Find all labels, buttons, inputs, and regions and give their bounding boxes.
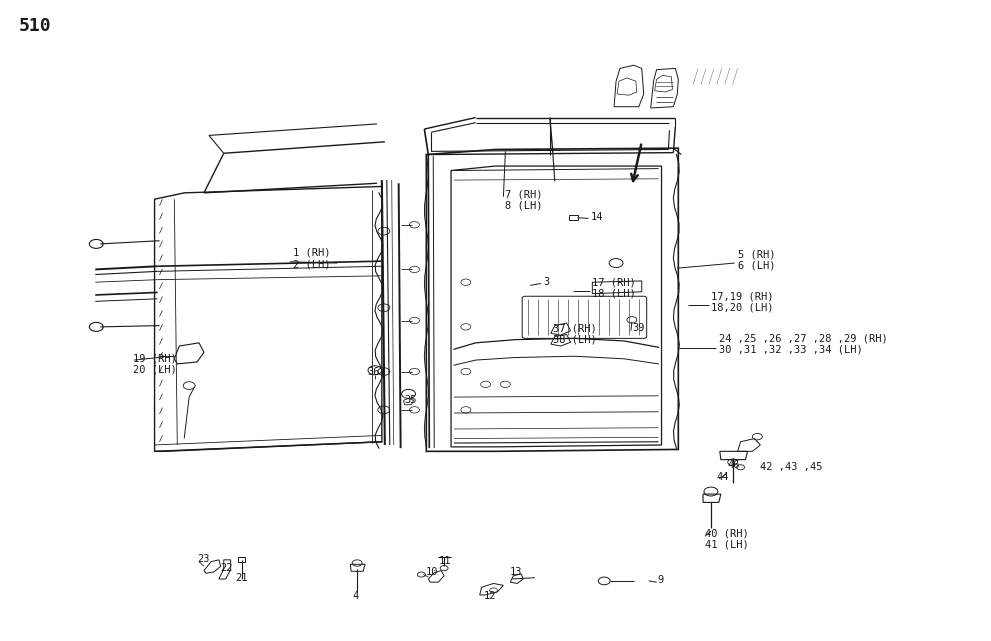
Text: 10: 10 xyxy=(425,567,438,577)
Text: 1 (RH): 1 (RH) xyxy=(293,248,330,258)
Text: 510: 510 xyxy=(19,17,52,35)
Text: 6 (LH): 6 (LH) xyxy=(737,261,775,271)
Text: 21: 21 xyxy=(236,574,248,583)
Text: 37 (RH): 37 (RH) xyxy=(553,323,597,333)
Text: 22: 22 xyxy=(220,563,232,573)
Text: 41 (LH): 41 (LH) xyxy=(705,540,749,549)
Text: 30 ,31 ,32 ,33 ,34 (LH): 30 ,31 ,32 ,33 ,34 (LH) xyxy=(718,344,862,354)
Text: 18 (LH): 18 (LH) xyxy=(593,288,636,298)
Text: 42 ,43 ,45: 42 ,43 ,45 xyxy=(760,462,823,472)
Text: 18,20 (LH): 18,20 (LH) xyxy=(711,302,773,312)
Text: 20 (LH): 20 (LH) xyxy=(133,365,176,375)
Text: 11: 11 xyxy=(439,556,452,566)
Text: 2 (LH): 2 (LH) xyxy=(293,260,330,269)
Text: 39: 39 xyxy=(632,322,644,333)
Text: 23: 23 xyxy=(197,554,209,563)
Text: 5 (RH): 5 (RH) xyxy=(737,250,775,260)
Text: 46: 46 xyxy=(727,460,740,470)
Text: 24 ,25 ,26 ,27 ,28 ,29 (RH): 24 ,25 ,26 ,27 ,28 ,29 (RH) xyxy=(718,333,888,344)
Text: 19 (RH): 19 (RH) xyxy=(133,354,176,364)
Text: 17 (RH): 17 (RH) xyxy=(593,278,636,287)
Text: 4: 4 xyxy=(352,591,359,601)
Text: 7 (RH): 7 (RH) xyxy=(505,189,543,199)
Text: 40 (RH): 40 (RH) xyxy=(705,529,749,539)
Text: 44: 44 xyxy=(716,472,729,482)
Text: 14: 14 xyxy=(591,212,603,222)
Text: 9: 9 xyxy=(658,575,664,585)
Text: 3: 3 xyxy=(543,277,549,287)
Text: 35: 35 xyxy=(404,395,417,405)
Text: 17,19 (RH): 17,19 (RH) xyxy=(711,292,773,301)
Bar xyxy=(569,215,578,221)
Text: 38 (LH): 38 (LH) xyxy=(553,334,597,344)
Text: 13: 13 xyxy=(509,567,522,577)
Text: 36: 36 xyxy=(367,367,380,377)
Text: 12: 12 xyxy=(484,591,496,601)
Text: 8 (LH): 8 (LH) xyxy=(505,200,543,210)
